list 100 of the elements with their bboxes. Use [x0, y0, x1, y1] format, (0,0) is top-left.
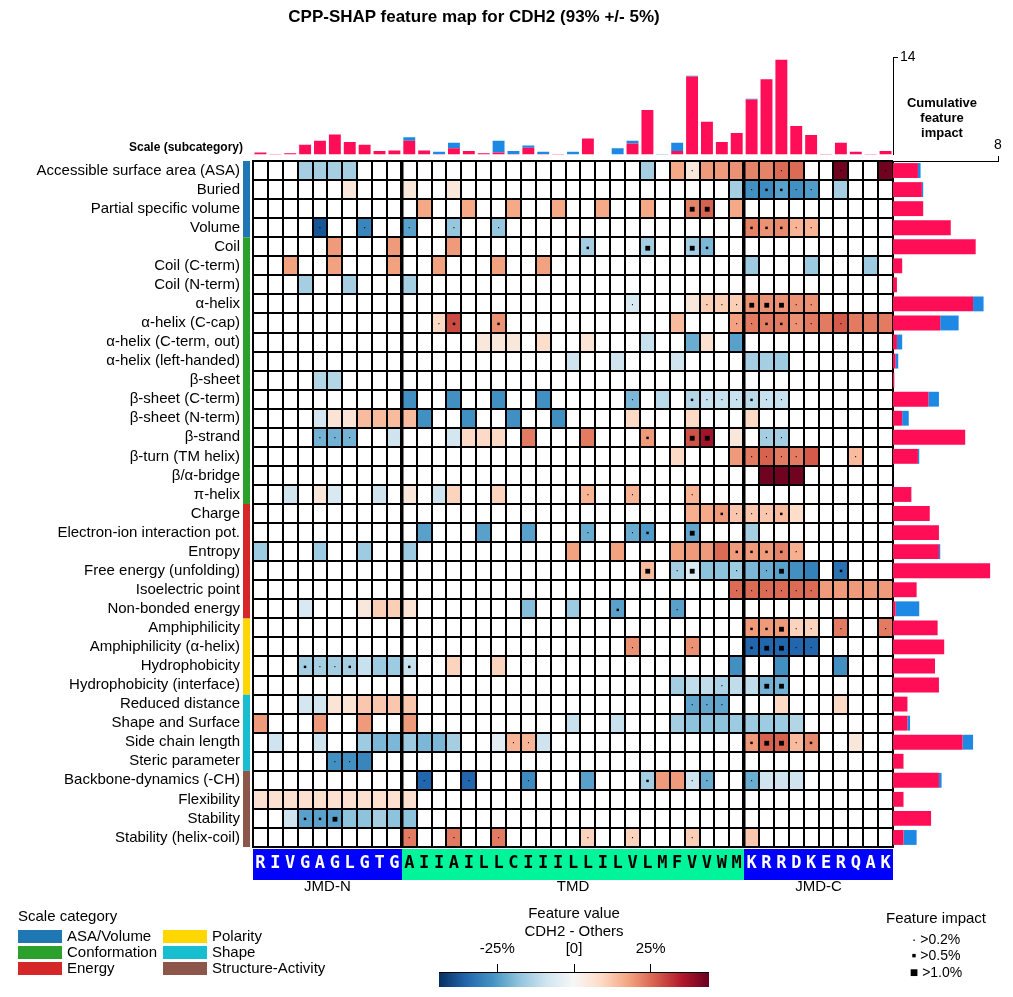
- y-tick-label: Amphiphilicity (α-helix): [89, 637, 240, 655]
- data-label: ·: [318, 660, 322, 672]
- bar: [611, 148, 624, 155]
- text: ■ >1.0%: [908, 962, 964, 981]
- y-tick-label: Stability (helix-coil): [114, 827, 240, 845]
- bar: [893, 258, 903, 274]
- data-label: ■: [778, 679, 785, 691]
- data-label: ▪: [749, 393, 754, 405]
- data-label: ▪: [496, 317, 501, 329]
- data-label: ·: [809, 298, 813, 310]
- y-tick-label: Isoelectric point: [135, 579, 241, 597]
- y-tick-label: Shape and Surface: [111, 713, 240, 731]
- bar: [893, 696, 908, 712]
- y-tick-label: Coil (C-term): [154, 255, 240, 273]
- data-label: ·: [749, 775, 754, 787]
- y-tick-label: Amphiphilicity: [148, 618, 241, 635]
- y-tick-label: Electron-ion interaction pot.: [57, 522, 240, 540]
- data-label: ·: [333, 660, 337, 672]
- y-tick-label: Steric parameter: [129, 751, 240, 769]
- x-tick-label: V: [701, 851, 713, 872]
- x-tick-label: A: [314, 851, 326, 872]
- y-tick-label: Free energy (unfolding): [84, 560, 240, 578]
- bar: [893, 791, 904, 807]
- data-label: ·: [779, 165, 784, 177]
- bar: [775, 59, 788, 155]
- data-label: ·: [630, 527, 635, 539]
- x-tick-label: I: [538, 851, 549, 872]
- bar: [893, 734, 963, 750]
- data-label: ▪: [779, 508, 784, 520]
- x-tick-label: I: [523, 851, 534, 872]
- data-label: ·: [779, 451, 784, 463]
- x-tick-label: L: [582, 851, 594, 872]
- data-label: ■: [703, 432, 710, 444]
- y-tick-label: β-sheet (C-term): [129, 389, 240, 407]
- data-label: ▪: [645, 775, 650, 787]
- data-label: ·: [720, 698, 724, 710]
- y-tick-label: β-strand: [184, 427, 240, 445]
- data-label: ▪: [779, 546, 784, 558]
- y-tick-label: 14: [900, 47, 916, 64]
- bar: [243, 770, 250, 847]
- bar: [893, 410, 903, 426]
- data-label: ·: [720, 393, 724, 405]
- data-label: ·: [333, 756, 337, 767]
- text: JMD-N: [304, 877, 351, 895]
- bar: [902, 410, 909, 426]
- y-tick-label: Flexibility: [178, 789, 241, 807]
- data-label: ·: [690, 698, 694, 710]
- data-label: ·: [362, 222, 367, 234]
- data-label: ·: [794, 546, 798, 558]
- data-label: ·: [735, 393, 739, 405]
- data-label: ■: [778, 298, 785, 310]
- data-label: ·: [630, 832, 635, 844]
- data-label: ·: [749, 508, 754, 520]
- x-tick-label: I: [270, 851, 281, 872]
- data-label: ·: [630, 641, 635, 653]
- data-label: ·: [764, 508, 769, 520]
- data-label: ·: [496, 222, 501, 234]
- data-label: ·: [675, 603, 679, 615]
- x-tick-label: L: [493, 851, 504, 872]
- legend-label: Energy: [67, 959, 115, 976]
- bar: [893, 201, 924, 217]
- data-label: ·: [437, 317, 441, 329]
- x-tick-label: R: [776, 851, 788, 872]
- y-tick-label: Partial specific volume: [90, 198, 240, 216]
- data-label: ▪: [764, 222, 769, 234]
- y-axis-title: Scale (subcategory): [128, 140, 243, 155]
- data-label: ■: [689, 203, 696, 215]
- x-tick-label: I: [552, 851, 564, 872]
- bar: [418, 150, 431, 155]
- data-label: ·: [794, 641, 798, 653]
- data-label: ▪: [407, 660, 412, 672]
- y-tick-label: α-helix (left-handed): [106, 351, 240, 369]
- text: ▪ >0.5%: [910, 946, 962, 964]
- bar: [893, 277, 897, 293]
- color-bar-label: -25%: [478, 939, 516, 957]
- data-label: ▪: [303, 660, 308, 672]
- y-tick-label: Stability: [187, 808, 241, 826]
- data-label: ·: [749, 184, 754, 196]
- data-label: ·: [794, 298, 798, 310]
- x-tick-label: D: [791, 851, 802, 872]
- data-label: ·: [348, 432, 352, 444]
- data-label: ·: [764, 584, 769, 596]
- data-label: ·: [883, 165, 888, 177]
- x-tick-label: G: [329, 851, 340, 872]
- bar: [343, 142, 356, 155]
- bar: [328, 134, 341, 155]
- data-label: ▪: [452, 317, 457, 329]
- data-label: ▪: [764, 317, 769, 329]
- bar: [893, 448, 918, 464]
- bar: [701, 121, 713, 155]
- bar: [243, 694, 250, 771]
- data-label: ■: [644, 241, 651, 253]
- x-tick-label: M: [657, 851, 668, 872]
- x-tick-label: L: [478, 851, 489, 872]
- bar: [907, 715, 911, 731]
- data-label: ·: [809, 184, 813, 196]
- bar: [314, 140, 326, 155]
- data-label: ·: [705, 698, 709, 710]
- y-tick-label: Volume: [189, 217, 240, 235]
- data-label: ▪: [705, 241, 710, 253]
